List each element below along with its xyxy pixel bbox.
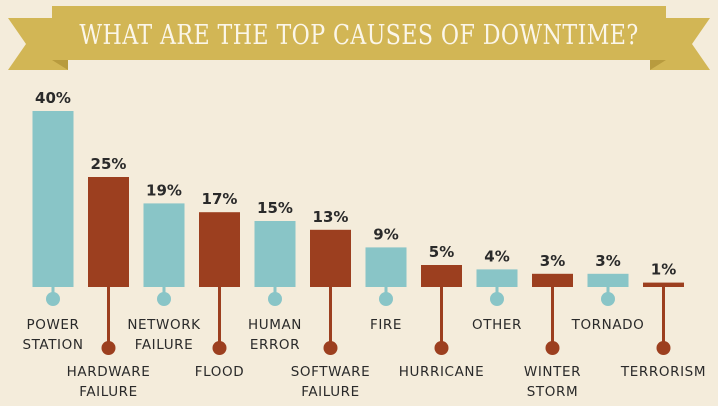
bar — [88, 177, 129, 287]
data-label: 3% — [540, 252, 565, 270]
data-label: 25% — [91, 155, 127, 173]
category-label: STATION — [22, 337, 83, 353]
title-banner: WHAT ARE THE TOP CAUSES OF DOWNTIME? — [0, 0, 718, 76]
bar-dot — [490, 292, 504, 306]
ribbon-left-fold — [52, 60, 68, 70]
category-label: SOFTWARE — [291, 364, 371, 380]
bar-dot — [434, 341, 449, 355]
bar — [254, 221, 296, 287]
bar-dot — [545, 341, 560, 355]
data-label: 40% — [35, 89, 71, 107]
bar — [421, 265, 462, 287]
category-label: FLOOD — [195, 364, 244, 380]
bar-dot — [601, 292, 615, 306]
category-label: ERROR — [250, 337, 300, 353]
bar-dot — [656, 341, 671, 355]
category-label: STORM — [527, 384, 578, 400]
bar-dot — [157, 292, 171, 306]
bar — [643, 282, 684, 287]
data-label: 17% — [202, 190, 238, 208]
category-label: NETWORK — [127, 317, 201, 333]
category-label: WINTER — [524, 364, 581, 380]
bar-dot — [268, 292, 282, 306]
bar-dot — [212, 341, 227, 355]
bar — [532, 273, 573, 287]
category-label: TERRORISM — [620, 364, 706, 380]
category-label: POWER — [26, 317, 79, 333]
data-label: 15% — [257, 199, 293, 217]
category-label: HARDWARE — [67, 364, 151, 380]
category-label: TORNADO — [571, 317, 645, 333]
category-label: HURRICANE — [399, 364, 484, 380]
bar-dot — [46, 292, 60, 306]
category-label: FAILURE — [301, 384, 360, 400]
ribbon-right-fold — [650, 60, 666, 70]
data-label: 4% — [484, 247, 509, 265]
category-label: FAILURE — [135, 337, 194, 353]
bar — [143, 203, 185, 287]
data-label: 19% — [146, 181, 182, 199]
ribbon-main — [52, 6, 666, 60]
category-label: OTHER — [472, 317, 522, 333]
bar — [587, 273, 629, 287]
data-label: 13% — [313, 208, 349, 226]
bar — [365, 247, 407, 287]
bar — [199, 212, 240, 287]
data-label: 5% — [429, 243, 454, 261]
data-label: 3% — [595, 252, 620, 270]
bar-dot — [323, 341, 338, 355]
category-label: HUMAN — [248, 317, 302, 333]
title-ribbon — [8, 6, 710, 70]
bar — [310, 229, 351, 287]
chart-title: WHAT ARE THE TOP CAUSES OF DOWNTIME? — [79, 19, 639, 51]
bar-dot — [379, 292, 393, 306]
bar-dot — [101, 341, 116, 355]
category-label: FIRE — [370, 317, 402, 333]
data-label: 9% — [373, 225, 398, 243]
bar — [32, 111, 74, 287]
data-label: 1% — [651, 261, 676, 279]
bar — [476, 269, 518, 287]
category-label: FAILURE — [79, 384, 138, 400]
